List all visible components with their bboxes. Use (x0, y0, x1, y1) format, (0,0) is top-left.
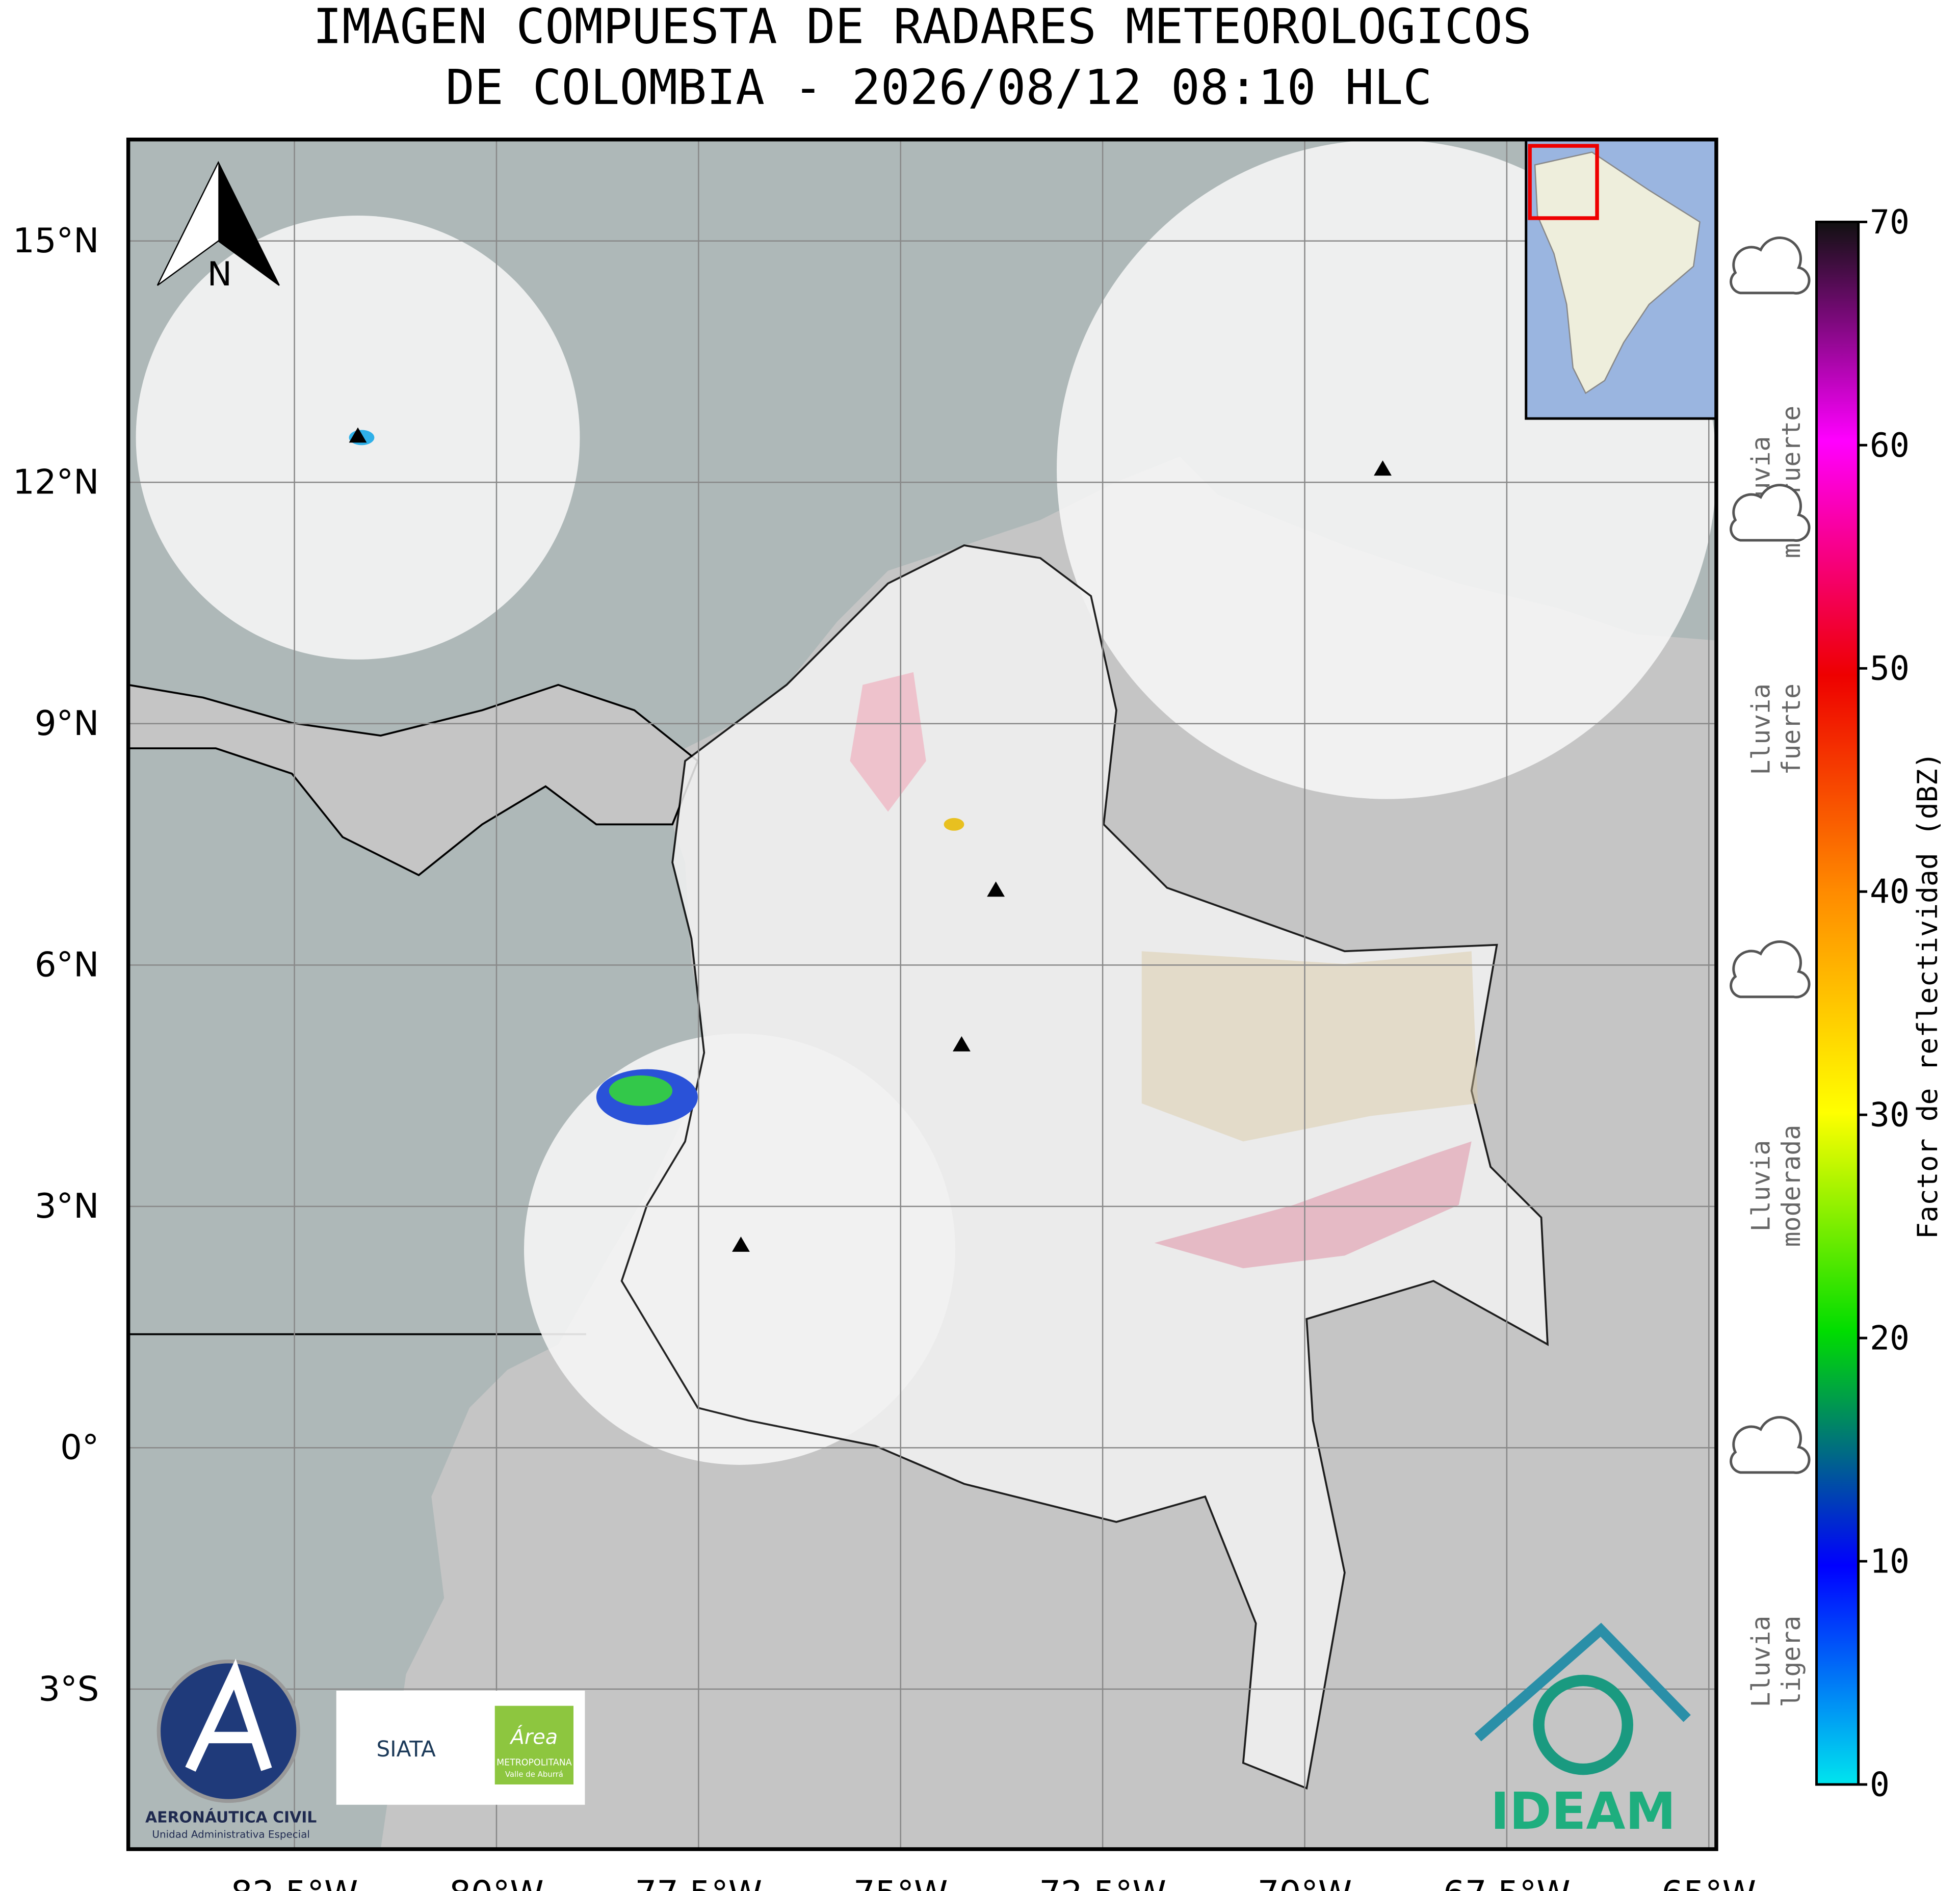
colorbar (1815, 220, 1860, 1786)
colorbar-axis: 0 10 20 30 40 50 60 70 (1858, 203, 1910, 1804)
rain-label-line: Lluvia (1746, 1140, 1775, 1232)
aerocivil-mark (185, 1659, 272, 1772)
rain-icon (1730, 484, 1811, 542)
rain-label-line: ligera (1776, 1616, 1806, 1708)
title-line: DE COLOMBIA - 2026/08/12 08:10 HLC (446, 60, 1432, 116)
radar-site (987, 881, 1005, 897)
lat-label: 0° (60, 1428, 99, 1467)
logo-text: METROPOLITANA (496, 1758, 572, 1768)
rain-icon (1730, 1416, 1811, 1474)
lat-label: 15°N (13, 221, 99, 260)
radar-sites (349, 427, 1392, 1252)
lon-label: 80°W (449, 1873, 543, 1891)
lon-label: 70°W (1258, 1873, 1352, 1891)
lat-label: 12°N (13, 462, 99, 502)
logo-text: AERONÁUTICA CIVIL (145, 1808, 317, 1827)
rain-label: Lluvia ligera (1746, 1616, 1806, 1708)
colorbar-tick-label: 0 (1870, 1766, 1890, 1804)
echo (944, 818, 964, 831)
colorbar-tick-label: 40 (1870, 873, 1910, 911)
colorbar-tick-label: 20 (1870, 1320, 1910, 1358)
lat-label: 9°N (35, 703, 99, 743)
terrain (1141, 951, 1478, 1142)
area-logo (494, 1705, 574, 1784)
lat-label: 6°N (35, 945, 99, 985)
axes: 82.5°W 80°W 77.5°W 75°W 72.5°W 70°W 67.5°W 65°W… (13, 221, 1756, 1891)
rain-label-line: Lluvia (1746, 1616, 1775, 1708)
ideam-swirl (1533, 1674, 1633, 1775)
logo-text: Valle de Aburrá (505, 1770, 563, 1779)
colombia (620, 544, 1549, 1790)
map: N AERONÁUTICA CIVIL Unidad Administrativ… (128, 139, 1716, 1849)
central-america (128, 684, 699, 877)
colorbar-tick-label: 50 (1870, 650, 1910, 688)
lat-label: 3°N (35, 1186, 99, 1226)
colorbar-label: Factor de reflectividad (dBZ) (1911, 752, 1944, 1239)
rain-icon (1730, 940, 1811, 999)
colorbar-tick-label: 30 (1870, 1096, 1910, 1135)
lat-label: 3°S (38, 1669, 99, 1709)
logo-text: IDEAM (1491, 1782, 1676, 1841)
colorbar-tick-label: 10 (1870, 1542, 1910, 1581)
graticule (128, 139, 1716, 1849)
rain-label: Lluvia moderada (1746, 1125, 1806, 1247)
rain-label-line: Lluvia (1746, 684, 1775, 775)
lon-label: 75°W (853, 1873, 948, 1891)
lon-label: 77.5°W (635, 1873, 763, 1891)
rain-label-line: fuerte (1776, 684, 1806, 775)
echo (609, 1075, 673, 1106)
radar-site (1374, 460, 1392, 476)
lon-label: 82.5°W (231, 1873, 358, 1891)
lon-label: 65°W (1662, 1873, 1756, 1891)
terrain (850, 672, 926, 812)
rain-label-line: moderada (1776, 1125, 1806, 1247)
logo-text: SIATA (376, 1737, 436, 1762)
logo-text: Área (509, 1725, 558, 1749)
rain-label: Lluvia fuerte (1746, 684, 1806, 775)
colorbar-tick-label: 70 (1870, 203, 1910, 242)
rain-icon (1730, 236, 1811, 295)
colorbar-tick-label: 60 (1870, 427, 1910, 465)
title: IMAGEN COMPUESTA DE RADARES METEOROLOGIC… (313, 0, 1532, 116)
radar-site (349, 427, 367, 443)
inset-extent (1528, 144, 1599, 220)
lon-label: 67.5°W (1443, 1873, 1571, 1891)
ideam-roof (1474, 1622, 1691, 1742)
inset-land (1534, 151, 1701, 395)
title-line: IMAGEN COMPUESTA DE RADARES METEOROLOGIC… (313, 0, 1532, 55)
map-frame (126, 137, 1718, 1851)
radar-site (953, 1036, 971, 1052)
north-label: N (207, 255, 232, 294)
terrain (1154, 1141, 1472, 1269)
logo-text: Unidad Administrativa Especial (152, 1828, 309, 1840)
radar-site (732, 1237, 750, 1252)
lon-label: 72.5°W (1039, 1873, 1166, 1891)
